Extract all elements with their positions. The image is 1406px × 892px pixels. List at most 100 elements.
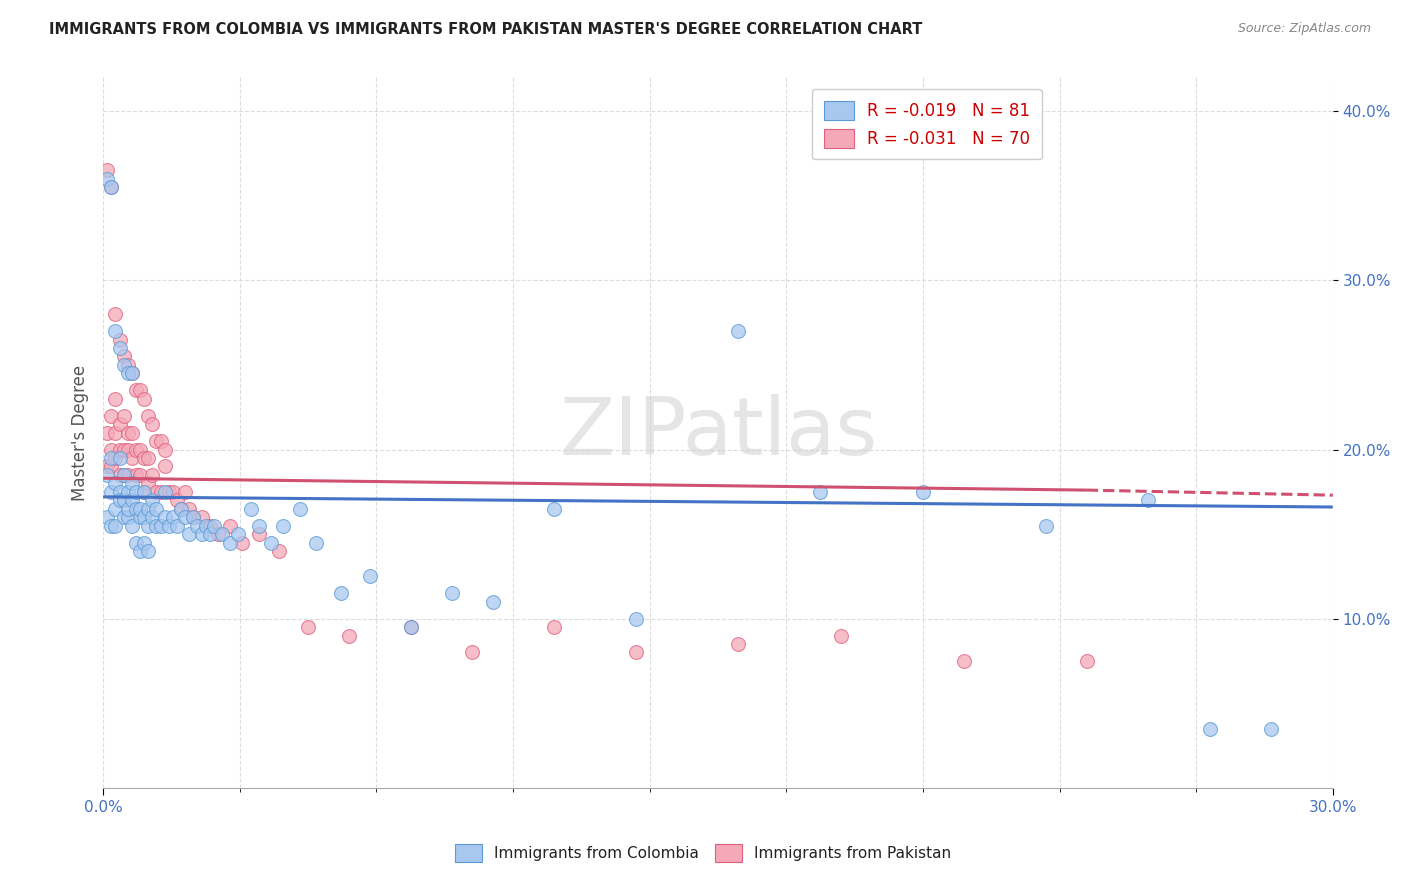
Point (104, 324, 127, 338)
Point (125, 535, 148, 549)
Point (129, 510, 152, 524)
Point (129, 544, 152, 558)
Point (194, 518, 217, 533)
Point (399, 620, 422, 634)
Point (134, 450, 156, 465)
Point (117, 425, 139, 440)
Point (104, 476, 127, 491)
Point (543, 501, 565, 516)
Point (117, 367, 139, 381)
Point (129, 467, 152, 482)
Point (153, 484, 176, 499)
Point (260, 535, 283, 549)
Point (104, 425, 127, 440)
Point (247, 527, 270, 541)
Point (100, 442, 122, 457)
Point (100, 459, 122, 474)
Point (181, 510, 204, 524)
Point (117, 467, 139, 482)
Point (129, 501, 152, 516)
Point (112, 510, 135, 524)
Point (100, 180, 122, 194)
Point (121, 493, 143, 508)
Point (149, 434, 172, 448)
Point (207, 527, 229, 541)
Legend: Immigrants from Colombia, Immigrants from Pakistan: Immigrants from Colombia, Immigrants fro… (446, 835, 960, 871)
Point (953, 654, 976, 668)
Point (297, 620, 319, 634)
Point (149, 484, 172, 499)
Point (121, 518, 143, 533)
Point (100, 409, 122, 423)
Point (181, 510, 204, 524)
Point (145, 518, 167, 533)
Point (162, 510, 184, 524)
Point (727, 324, 749, 338)
Point (399, 620, 422, 634)
Point (624, 645, 647, 659)
Point (125, 467, 148, 482)
Point (219, 535, 242, 549)
Point (149, 518, 172, 533)
Point (96, 467, 118, 482)
Point (810, 484, 832, 499)
Point (162, 484, 184, 499)
Point (112, 467, 135, 482)
Point (273, 518, 295, 533)
Point (96, 459, 118, 474)
Point (141, 510, 163, 524)
Point (125, 384, 148, 398)
Point (121, 450, 143, 465)
Text: Source: ZipAtlas.com: Source: ZipAtlas.com (1237, 22, 1371, 36)
Point (104, 501, 127, 516)
Point (112, 358, 135, 372)
Point (141, 467, 163, 482)
Point (136, 518, 159, 533)
Point (166, 518, 188, 533)
Point (1076, 654, 1098, 668)
Point (112, 467, 135, 482)
Point (145, 434, 167, 448)
Point (108, 341, 131, 355)
Point (186, 518, 208, 533)
Point (219, 518, 242, 533)
Point (108, 450, 131, 465)
Point (112, 409, 135, 423)
Point (141, 493, 163, 508)
Point (100, 450, 122, 465)
Point (174, 510, 197, 524)
Point (125, 484, 148, 499)
Point (112, 350, 135, 364)
Point (157, 484, 180, 499)
Point (134, 484, 156, 499)
Point (108, 417, 131, 431)
Point (202, 518, 225, 533)
Legend: R = -0.019   N = 81, R = -0.031   N = 70: R = -0.019 N = 81, R = -0.031 N = 70 (811, 89, 1042, 160)
Point (170, 501, 193, 516)
Point (269, 544, 291, 558)
Point (108, 333, 131, 347)
Point (108, 442, 131, 457)
Point (911, 484, 934, 499)
Point (179, 501, 201, 516)
Point (136, 476, 159, 491)
Point (117, 484, 139, 499)
Point (112, 493, 135, 508)
Point (247, 518, 270, 533)
Point (129, 384, 152, 398)
Point (174, 484, 197, 499)
Point (136, 450, 159, 465)
Point (125, 501, 148, 516)
Point (136, 409, 159, 423)
Point (145, 501, 167, 516)
Point (190, 527, 212, 541)
Point (104, 518, 127, 533)
Point (108, 467, 131, 482)
Point (461, 645, 484, 659)
Point (179, 527, 201, 541)
Point (96, 510, 118, 524)
Point (1137, 493, 1160, 508)
Point (481, 595, 503, 609)
Point (727, 637, 749, 651)
Point (198, 518, 221, 533)
